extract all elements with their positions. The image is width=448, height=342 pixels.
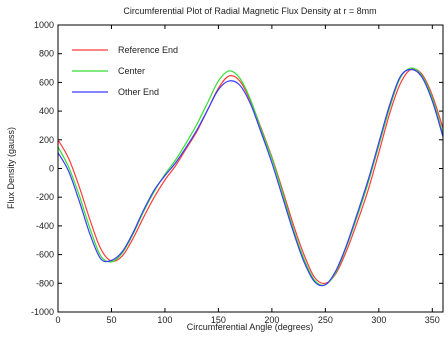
y-tick-label: -800 bbox=[36, 278, 54, 288]
x-tick-label: 250 bbox=[318, 315, 333, 325]
x-tick-label: 0 bbox=[55, 315, 60, 325]
x-axis-label: Circumferential Angle (degrees) bbox=[187, 322, 314, 332]
y-tick-label: 200 bbox=[39, 135, 54, 145]
x-axis-ticks: 0 50 100 150 200 250 300 350 bbox=[55, 25, 440, 325]
y-tick-label: 0 bbox=[49, 164, 54, 174]
y-tick-label: -1000 bbox=[31, 307, 54, 317]
legend-label: Reference End bbox=[118, 45, 178, 55]
legend-label: Center bbox=[118, 66, 145, 76]
legend: Reference End Center Other End bbox=[72, 45, 178, 97]
y-tick-label: -600 bbox=[36, 250, 54, 260]
y-axis-label: Flux Density (gauss) bbox=[6, 127, 16, 209]
y-tick-label: 1000 bbox=[34, 20, 54, 30]
legend-label: Other End bbox=[118, 87, 159, 97]
x-tick-label: 300 bbox=[371, 315, 386, 325]
y-tick-label: 400 bbox=[39, 106, 54, 116]
x-tick-label: 100 bbox=[157, 315, 172, 325]
x-tick-label: 200 bbox=[264, 315, 279, 325]
x-tick-label: 150 bbox=[211, 315, 226, 325]
x-tick-label: 50 bbox=[106, 315, 116, 325]
plot-frame bbox=[57, 24, 444, 313]
series-group bbox=[58, 67, 443, 287]
y-tick-label: -400 bbox=[36, 221, 54, 231]
y-tick-label: -200 bbox=[36, 192, 54, 202]
x-tick-label: 350 bbox=[425, 315, 440, 325]
series-line-center bbox=[58, 67, 443, 286]
series-line-other-end bbox=[58, 68, 443, 287]
plot-background bbox=[58, 25, 443, 312]
chart-title: Circumferential Plot of Radial Magnetic … bbox=[123, 6, 376, 16]
y-tick-label: 800 bbox=[39, 49, 54, 59]
y-axis-ticks: -1000 -800 -600 -400 -200 0 200 400 600 800 1000 bbox=[31, 20, 443, 317]
y-tick-label: 600 bbox=[39, 77, 54, 87]
